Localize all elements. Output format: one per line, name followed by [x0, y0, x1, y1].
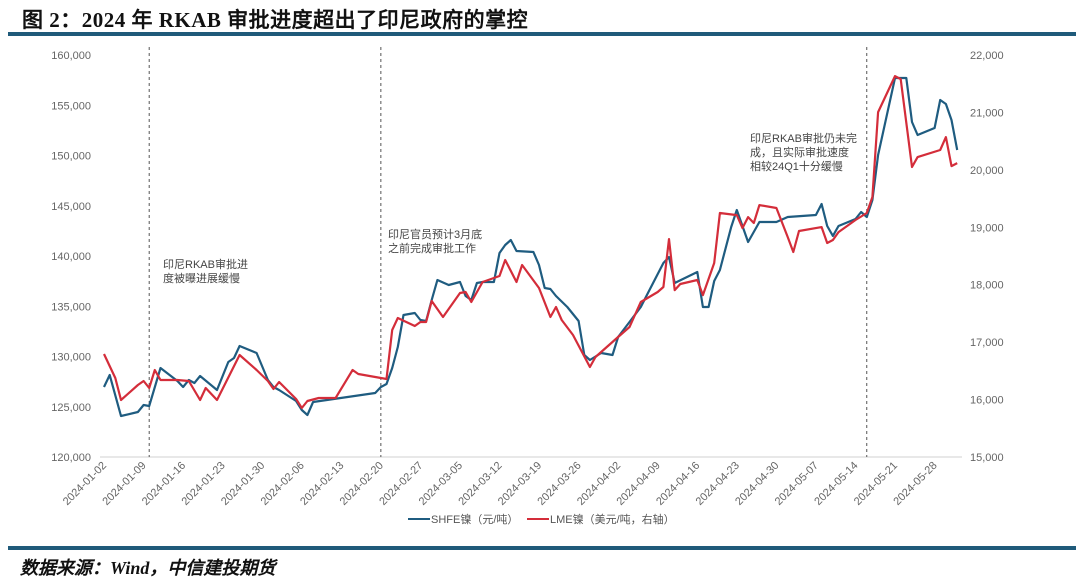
data-source: 数据来源：Wind，中信建投期货 — [20, 558, 276, 578]
annotation-text: 印尼官员预计3月底 — [388, 227, 482, 241]
y-right-tick-label: 16,000 — [970, 395, 1004, 407]
y-right-tick-label: 15,000 — [970, 452, 1004, 464]
legend-label: LME镍（美元/吨，右轴） — [550, 512, 675, 526]
y-left-tick-label: 120,000 — [51, 452, 91, 464]
y-right-tick-label: 19,000 — [970, 222, 1004, 234]
y-right-tick-label: 21,000 — [970, 107, 1004, 119]
y-left-tick-label: 160,000 — [51, 50, 91, 62]
y-right-tick-label: 17,000 — [970, 337, 1004, 349]
annotation-text: 相较24Q1十分缓慢 — [750, 159, 843, 173]
y-right-tick-label: 22,000 — [970, 50, 1004, 62]
annotation-text: 之前完成审批工作 — [388, 241, 476, 255]
top-divider — [8, 32, 1076, 36]
legend-label: SHFE镍（元/吨） — [431, 512, 518, 526]
lme-nickel-line — [103, 74, 958, 410]
y-right-tick-label: 18,000 — [970, 280, 1004, 292]
y-left-tick-label: 150,000 — [51, 151, 91, 163]
y-left-tick-label: 130,000 — [51, 352, 91, 364]
annotation-text: 印尼RKAB审批仍未完 — [750, 131, 857, 145]
annotation-text: 成，且实际审批速度 — [750, 145, 849, 159]
annotation-text: 印尼RKAB审批进 — [163, 257, 248, 271]
y-left-tick-label: 125,000 — [51, 402, 91, 414]
y-left-tick-label: 140,000 — [51, 251, 91, 263]
bottom-divider — [8, 546, 1076, 550]
y-right-tick-label: 20,000 — [970, 165, 1004, 177]
y-left-tick-label: 155,000 — [51, 100, 91, 112]
annotation-text: 度被曝进展缓慢 — [163, 271, 240, 285]
y-left-tick-label: 145,000 — [51, 201, 91, 213]
y-left-tick-label: 135,000 — [51, 301, 91, 313]
shfe-nickel-line — [103, 76, 959, 418]
figure-title: 图 2：2024 年 RKAB 审批进度超出了印尼政府的掌控 — [22, 8, 529, 32]
